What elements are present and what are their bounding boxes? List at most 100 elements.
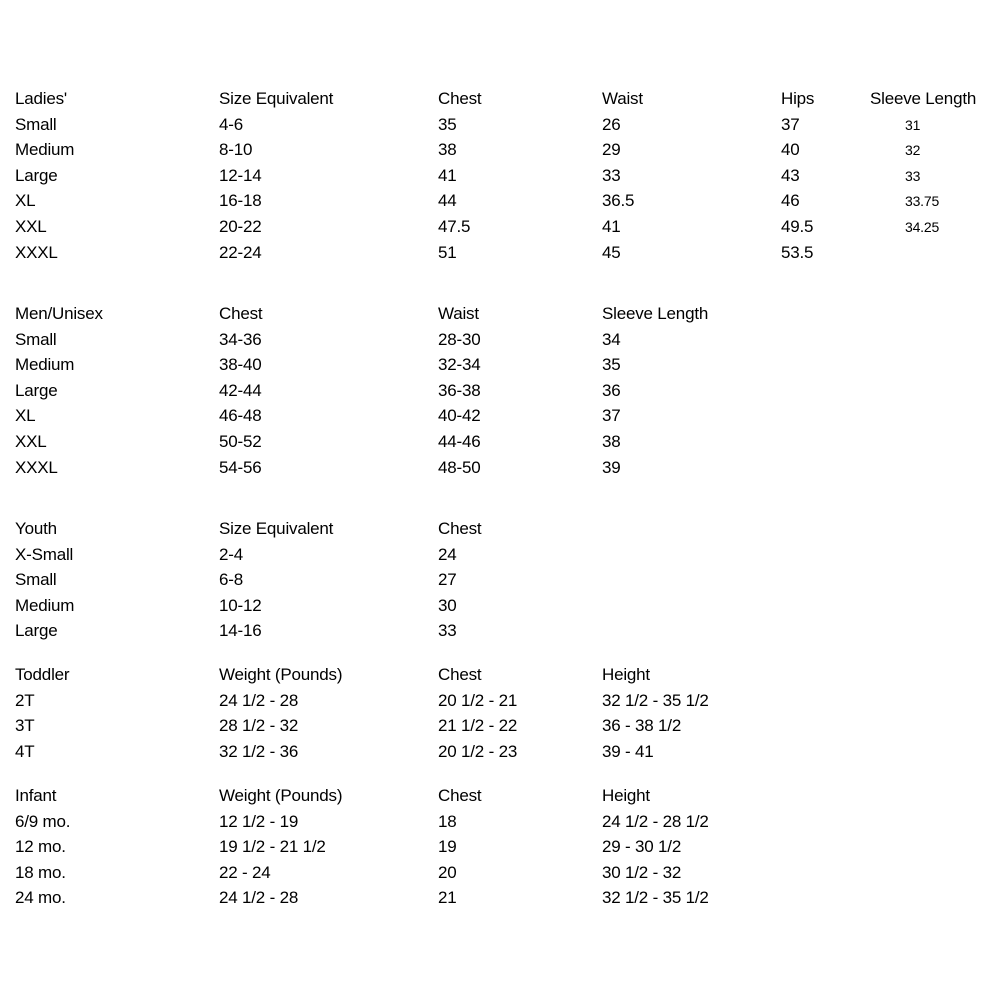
cell-value: 33 [438, 621, 457, 641]
cell-value: 41 [602, 217, 621, 236]
cell-value: 28 1/2 - 32 [219, 716, 299, 736]
cell-value: 32 1/2 - 35 1/2 [602, 888, 709, 908]
cell-value: 31 [905, 116, 921, 133]
cell-value: 20-22 [219, 217, 262, 236]
cell-value: 8-10 [219, 140, 253, 160]
cell-value: 34-36 [219, 329, 262, 349]
size-label: XL [15, 191, 36, 211]
column-header: Waist [438, 304, 479, 323]
size-label: 24 mo. [15, 888, 66, 908]
cell-value: 35 [602, 355, 621, 375]
cell-value: 32 1/2 - 35 1/2 [602, 690, 709, 710]
cell-value: 42-44 [219, 380, 262, 400]
column-header: Size Equivalent [219, 89, 334, 108]
column-header: Sleeve Length [870, 89, 977, 108]
column-header: Men/Unisex [15, 304, 103, 323]
cell-value: 36 [602, 380, 621, 400]
cell-value: 40-42 [438, 406, 481, 426]
column-header: Weight (Pounds) [219, 665, 343, 684]
cell-value: 27 [438, 570, 457, 590]
cell-value: 28-30 [438, 329, 481, 349]
cell-value: 45 [602, 242, 621, 262]
cell-value: 22 - 24 [219, 862, 271, 882]
cell-value: 44-46 [438, 432, 481, 451]
cell-value: 33 [905, 167, 921, 184]
cell-value: 40 [781, 140, 800, 160]
column-header: Toddler [15, 665, 70, 684]
cell-value: 24 1/2 - 28 [219, 888, 299, 908]
cell-value: 39 [602, 457, 621, 477]
cell-value: 19 1/2 - 21 1/2 [219, 837, 326, 857]
cell-value: 43 [781, 165, 800, 185]
size-label: Small [15, 114, 57, 134]
cell-value: 21 1/2 - 22 [438, 716, 518, 736]
size-label: 2T [15, 690, 35, 710]
size-label: Large [15, 621, 58, 641]
cell-value: 10-12 [219, 595, 262, 615]
cell-value: 53.5 [781, 242, 814, 262]
cell-value: 20 1/2 - 23 [438, 741, 518, 761]
size-label: 4T [15, 741, 35, 761]
cell-value: 29 - 30 1/2 [602, 837, 682, 857]
cell-value: 20 1/2 - 21 [438, 690, 518, 710]
cell-value: 44 [438, 191, 457, 211]
size-label: 3T [15, 716, 35, 736]
cell-value: 32-34 [438, 355, 481, 375]
cell-value: 32 1/2 - 36 [219, 741, 299, 761]
cell-value: 24 [438, 544, 457, 564]
cell-value: 30 [438, 595, 457, 615]
cell-value: 38 [438, 140, 457, 160]
cell-value: 37 [781, 114, 800, 134]
cell-value: 14-16 [219, 621, 262, 641]
cell-value: 29 [602, 140, 621, 160]
cell-value: 4-6 [219, 114, 243, 134]
size-label: X-Small [15, 544, 74, 564]
column-header: Chest [219, 304, 263, 323]
column-header: Chest [438, 89, 482, 108]
size-label: Large [15, 165, 58, 185]
size-label: 18 mo. [15, 862, 66, 882]
cell-value: 36.5 [602, 191, 635, 211]
cell-value: 46 [781, 191, 800, 211]
column-header: Sleeve Length [602, 304, 709, 323]
size-label: XXXL [15, 242, 58, 262]
size-label: Medium [15, 140, 75, 160]
cell-value: 21 [438, 888, 457, 908]
column-header: Chest [438, 786, 482, 805]
cell-value: 12 1/2 - 19 [219, 811, 299, 831]
cell-value: 18 [438, 811, 457, 831]
cell-value: 36-38 [438, 380, 481, 400]
cell-value: 50-52 [219, 432, 262, 451]
column-header: Weight (Pounds) [219, 786, 343, 805]
size-label: Small [15, 329, 57, 349]
cell-value: 32 [905, 142, 921, 159]
cell-value: 24 1/2 - 28 [219, 690, 299, 710]
size-label: 6/9 mo. [15, 811, 71, 831]
size-label: XXXL [15, 457, 58, 477]
column-header: Infant [15, 786, 57, 805]
cell-value: 36 - 38 1/2 [602, 716, 682, 736]
cell-value: 54-56 [219, 457, 262, 477]
column-header: Waist [602, 89, 643, 108]
column-header: Height [602, 786, 650, 805]
size-label: Small [15, 570, 57, 590]
cell-value: 12-14 [219, 165, 262, 185]
cell-value: 16-18 [219, 191, 262, 211]
cell-value: 46-48 [219, 406, 262, 426]
column-header: Hips [781, 89, 815, 108]
size-label: XXL [15, 217, 47, 236]
column-header: Youth [15, 519, 57, 538]
cell-value: 37 [602, 406, 621, 426]
cell-value: 24 1/2 - 28 1/2 [602, 811, 709, 831]
column-header: Ladies' [15, 89, 67, 108]
cell-value: 33 [602, 165, 621, 185]
cell-value: 34 [602, 329, 621, 349]
cell-value: 51 [438, 242, 457, 262]
cell-value: 26 [602, 114, 621, 134]
cell-value: 22-24 [219, 242, 262, 262]
cell-value: 19 [438, 837, 457, 857]
cell-value: 2-4 [219, 544, 243, 564]
size-label: Medium [15, 595, 75, 615]
cell-value: 39 - 41 [602, 741, 654, 761]
cell-value: 33.75 [905, 193, 940, 210]
